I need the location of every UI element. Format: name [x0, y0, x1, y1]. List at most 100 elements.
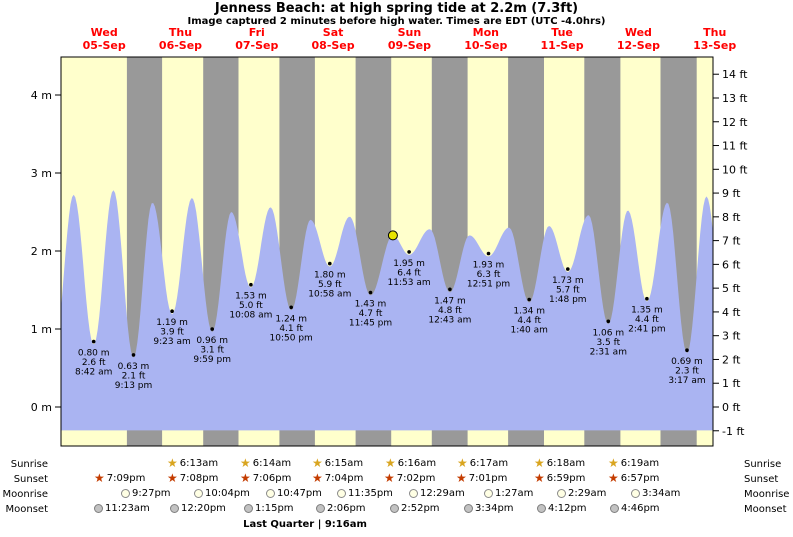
moonrise-icon — [121, 489, 130, 498]
astro-time-label: 2:06pm — [327, 503, 366, 514]
moonrise-entry: 10:47pm — [266, 488, 322, 499]
low-tide-annotation-line: 4.8 ft — [438, 306, 462, 316]
day-date-label: 06-Sep — [159, 39, 202, 52]
y-right-label: 4 ft — [722, 306, 741, 319]
astro-time-label: 7:01pm — [468, 473, 508, 484]
low-tide-dot — [328, 261, 332, 266]
moonrise-icon — [266, 489, 275, 498]
moonset-entry: 4:46pm — [610, 503, 660, 514]
low-tide-annotation-line: 1.95 m — [393, 259, 425, 269]
astro-time-label: 6:16am — [397, 458, 437, 469]
low-tide-dot — [249, 282, 253, 287]
low-tide-dot — [645, 296, 649, 301]
day-name-label: Wed — [625, 26, 652, 39]
low-tide-annotation-line: 4.1 ft — [279, 324, 303, 334]
low-tide-annotation-line: 3.1 ft — [200, 346, 224, 356]
sunrise-star-icon: ★ — [534, 456, 545, 470]
moonset-entry: 2:06pm — [316, 503, 366, 514]
low-tide-annotation-line: 2.3 ft — [675, 367, 699, 377]
astro-time-label: 6:17am — [469, 458, 509, 469]
moonset-entry: 12:20pm — [170, 503, 226, 514]
sunset-star-icon: ★ — [456, 471, 467, 485]
astro-row-label-sunset: Sunset — [744, 474, 779, 485]
day-date-label: 12-Sep — [617, 39, 660, 52]
moonset-icon — [170, 504, 179, 513]
low-tide-annotation-line: 1.19 m — [156, 318, 188, 328]
y-right-label: 6 ft — [722, 258, 741, 271]
moonset-icon — [537, 504, 546, 513]
astro-row-label-sunset: Sunset — [13, 474, 48, 485]
moonrise-entry: 2:29am — [557, 488, 606, 499]
sunrise-entry: ★ 6:19am — [608, 457, 659, 469]
current-tide-marker — [387, 230, 398, 241]
sunset-star-icon: ★ — [94, 471, 105, 485]
low-tide-annotation-line: 12:43 am — [428, 315, 471, 325]
astro-time-label: 7:08pm — [179, 473, 219, 484]
low-tide-annotation-line: 1.93 m — [473, 261, 505, 271]
moonrise-icon — [484, 489, 493, 498]
astro-time-label: 2:29am — [568, 488, 607, 499]
sunrise-entry: ★ 6:16am — [385, 457, 437, 469]
y-right-label: -1 ft — [722, 425, 745, 438]
low-tide-annotation-line: 1.73 m — [552, 276, 584, 286]
chart-title: Jenness Beach: at high spring tide at 2.… — [214, 1, 579, 16]
moonset-entry: 11:23am — [94, 503, 150, 514]
astro-time-label: 12:29am — [420, 488, 465, 499]
day-name-label: Sat — [323, 26, 344, 39]
astro-row-label-moonset: Moonset — [744, 504, 787, 515]
sunset-star-icon: ★ — [240, 471, 251, 485]
moonrise-entry: 11:35pm — [337, 488, 393, 499]
astro-time-label: 3:34am — [642, 488, 681, 499]
low-tide-annotation-line: 2:41 pm — [628, 325, 666, 335]
low-tide-annotation-line: 4.4 ft — [635, 315, 659, 325]
sunset-star-icon: ★ — [167, 471, 178, 485]
moonrise-icon — [409, 489, 418, 498]
astro-time-label: 11:23am — [105, 503, 150, 514]
astro-time-label: 10:47pm — [277, 488, 322, 499]
low-tide-dot — [566, 267, 570, 271]
day-date-label: 10-Sep — [464, 39, 507, 52]
day-date-label: 05-Sep — [83, 39, 126, 52]
y-right-label: 1 ft — [722, 377, 741, 390]
low-tide-dot — [486, 251, 491, 256]
low-tide-annotation-line: 4.7 ft — [359, 309, 383, 319]
moonrise-entry: 3:34am — [631, 488, 680, 499]
sunset-entry: ★ 7:08pm — [167, 471, 219, 485]
low-tide-annotation-line: 3.5 ft — [596, 338, 620, 348]
moonrise-entry: 9:27pm — [121, 488, 171, 499]
sunrise-entry: ★ 6:18am — [534, 456, 585, 470]
moonset-icon — [94, 504, 103, 513]
low-tide-dot — [685, 348, 689, 353]
sunset-entry: ★ 7:06pm — [240, 471, 291, 485]
low-tide-annotation-line: 2.6 ft — [82, 358, 106, 368]
low-tide-dot — [448, 287, 452, 292]
low-tide-annotation-line: 1.47 m — [434, 296, 466, 306]
low-tide-annotation-line: 9:13 pm — [115, 381, 153, 391]
astro-row-label-sunrise: Sunrise — [10, 459, 48, 470]
day-name-label: Thu — [703, 26, 726, 39]
astro-time-label: 9:27pm — [132, 488, 171, 499]
astro-time-label: 4:46pm — [621, 503, 660, 514]
y-left-label: 3 m — [31, 167, 52, 180]
moonrise-entry: 10:04pm — [194, 488, 250, 499]
astro-row-label-moonrise: Moonrise — [2, 489, 48, 500]
low-tide-annotation-line: 0.63 m — [118, 362, 150, 372]
low-tide-annotation-line: 6.4 ft — [397, 268, 421, 278]
y-right-label: 3 ft — [722, 330, 741, 343]
y-right-label: 11 ft — [722, 140, 748, 153]
astro-time-label: 7:02pm — [396, 473, 436, 484]
moonset-icon — [390, 504, 399, 513]
low-tide-annotation-line: 5.7 ft — [556, 286, 580, 296]
low-tide-annotation-line: 10:08 am — [229, 311, 272, 321]
low-tide-annotation-line: 9:23 am — [153, 337, 190, 347]
tide-area — [61, 190, 713, 431]
moonrise-entry: 12:29am — [409, 488, 465, 499]
moonrise-icon — [194, 489, 203, 498]
y-right-label: 5 ft — [722, 282, 741, 295]
sunrise-entry: ★ 6:17am — [457, 457, 509, 469]
moonset-icon — [464, 504, 473, 513]
low-tide-annotation-line: 3.9 ft — [160, 328, 184, 338]
day-name-label: Mon — [473, 26, 499, 39]
moonset-icon — [244, 504, 253, 513]
